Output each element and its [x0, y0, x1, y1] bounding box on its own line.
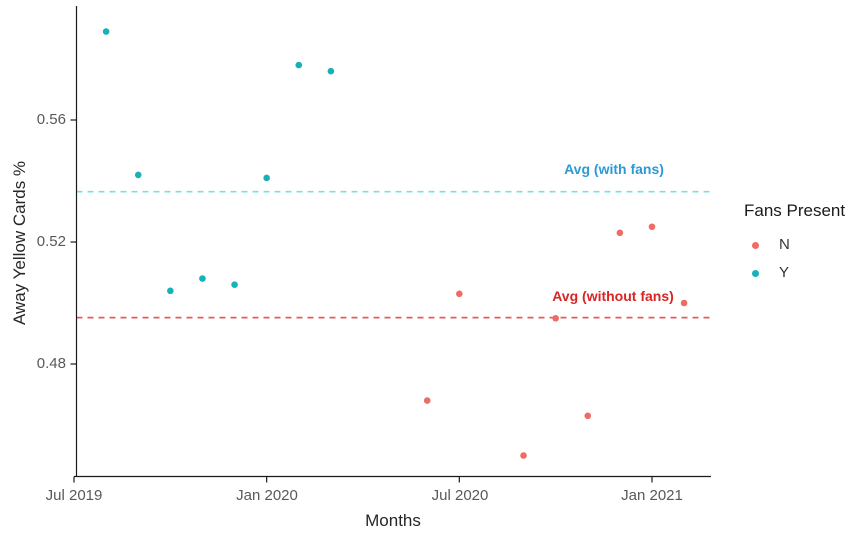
legend-label: N	[779, 236, 790, 253]
data-point-N	[423, 397, 431, 404]
data-point-Y	[102, 28, 110, 35]
data-point-Y	[134, 171, 142, 179]
x-tick-label: Jan 2021	[621, 487, 683, 504]
data-point-N	[648, 223, 656, 231]
x-tick-label: Jan 2020	[236, 487, 298, 504]
legend-swatch-y-dot-icon	[752, 269, 759, 277]
data-point-N	[456, 290, 463, 298]
data-point-Y	[167, 287, 174, 295]
legend: Fans Present N Y	[744, 202, 864, 287]
legend-swatch-n-dot-icon	[752, 241, 759, 249]
data-point-N	[584, 412, 592, 420]
data-point-Y	[263, 174, 270, 182]
y-tick-label: 0.52	[36, 233, 66, 250]
y-tick-label: 0.56	[36, 111, 66, 128]
legend-item-with-fans: Y	[744, 259, 864, 287]
data-point-Y	[199, 275, 206, 282]
y-axis-title: Away Yellow Cards %	[10, 160, 29, 326]
x-tick-label: Jul 2020	[431, 487, 489, 504]
data-point-N	[680, 299, 688, 307]
data-point-N	[520, 452, 527, 459]
data-point-Y	[231, 281, 238, 289]
legend-title: Fans Present	[744, 201, 846, 220]
legend-item-no-fans: N	[744, 231, 864, 259]
data-point-N	[616, 229, 624, 237]
data-point-Y	[295, 61, 303, 69]
avg-without-fans-label: Avg (without fans)	[552, 288, 674, 304]
data-point-N	[552, 314, 559, 322]
legend-label: Y	[779, 264, 790, 281]
y-tick-label: 0.48	[36, 355, 66, 372]
x-tick-label: Jul 2019	[45, 487, 103, 504]
x-axis-title: Months	[365, 511, 421, 530]
avg-with-fans-label: Avg (with fans)	[564, 161, 664, 177]
data-point-Y	[327, 67, 335, 75]
